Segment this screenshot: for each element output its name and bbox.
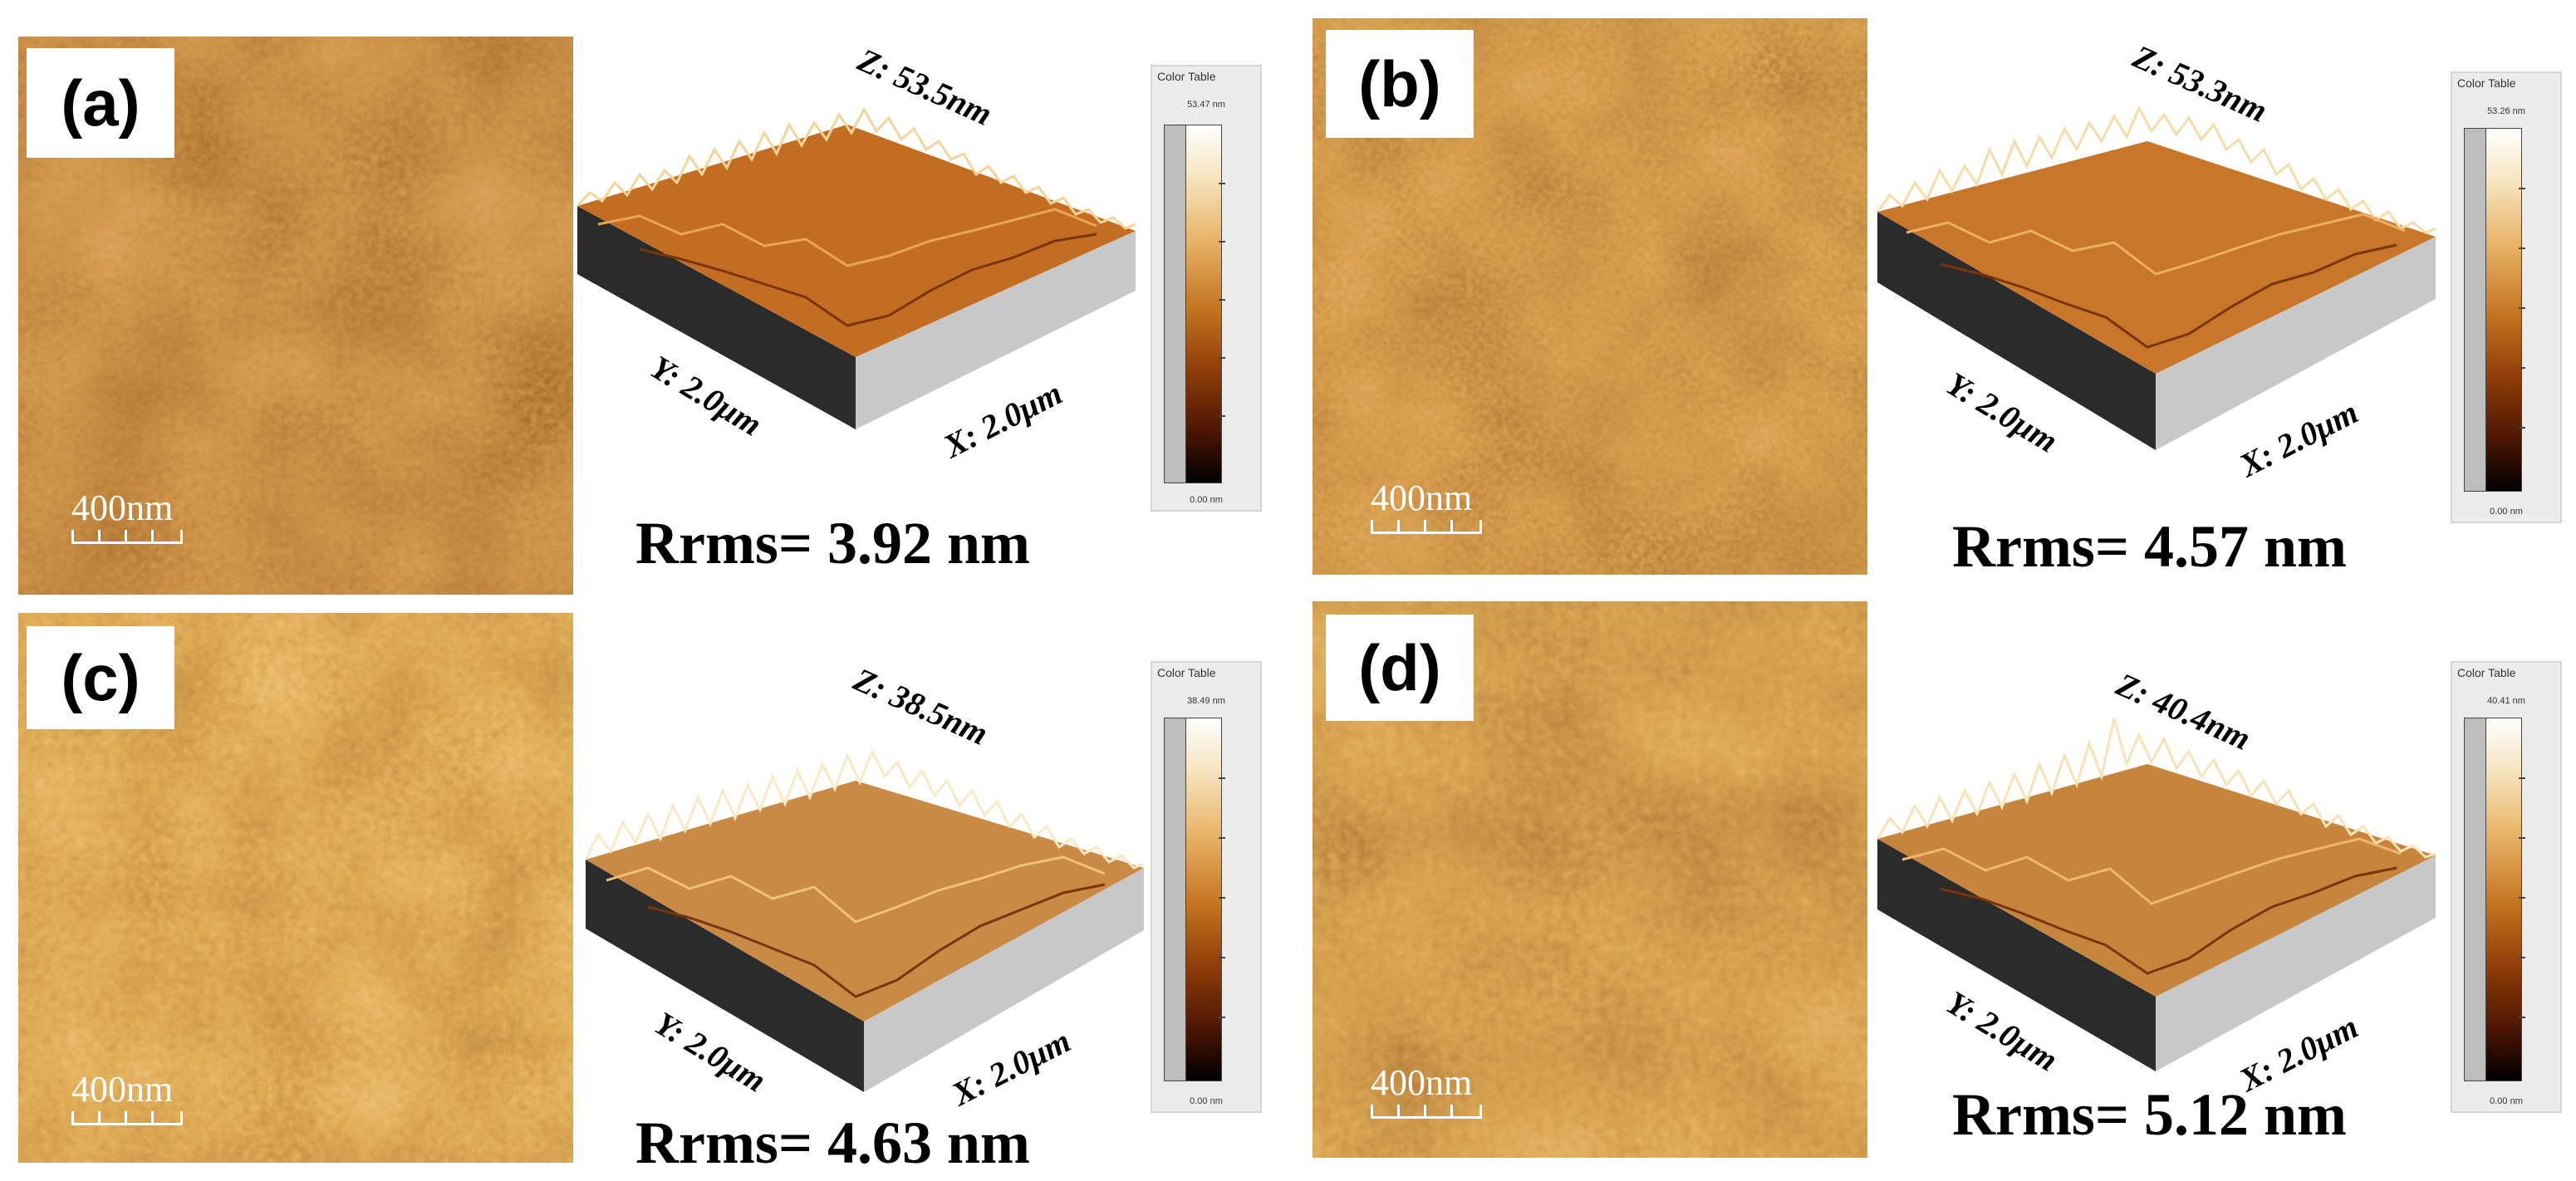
scale-bar-line	[1371, 520, 1482, 534]
color-table-title: Color Table	[2457, 76, 2516, 90]
surface-left-wall	[1877, 212, 2156, 450]
color-table-gray-strip	[2464, 128, 2487, 492]
scale-bar-c: 400nm	[71, 1071, 183, 1125]
surface-left-wall	[586, 860, 864, 1092]
z-axis-label: Z: 53.5nm	[851, 41, 998, 133]
scale-bar-b: 400nm	[1371, 480, 1482, 534]
color-table-min: 0.00 nm	[1190, 495, 1223, 505]
scale-bar-d: 400nm	[1371, 1065, 1482, 1119]
z-axis-label: Z: 40.4nm	[2110, 665, 2256, 757]
color-table-min: 0.00 nm	[2490, 507, 2523, 517]
surface-texture-line-1	[597, 208, 1097, 267]
scale-bar-line	[1371, 1105, 1482, 1119]
surface-right-wall	[864, 868, 1144, 1092]
panel-letter-a: (a)	[27, 48, 174, 158]
color-table-gradient	[1185, 718, 1222, 1081]
color-table-c: Color Table 38.49 nm 0.00 nm	[1151, 661, 1262, 1113]
scale-bar-line	[71, 1111, 183, 1125]
surface-left-wall	[1877, 839, 2156, 1071]
surface-3d-plot-b: Z: 53.3nm Y: 2.0μm X: 2.0μm	[1876, 37, 2436, 485]
surface-right-wall	[856, 231, 1136, 429]
surface-texture-line-1	[1906, 213, 2406, 276]
color-table-gradient	[1185, 125, 1222, 483]
color-table-gray-strip	[2464, 718, 2487, 1081]
surface-top	[577, 125, 1136, 357]
scale-bar-a: 400nm	[71, 490, 183, 544]
surface-top	[586, 781, 1144, 1022]
surface-peaks	[584, 748, 1145, 870]
surface-top	[1877, 141, 2436, 374]
color-table-gray-strip	[1164, 718, 1187, 1081]
rrms-value-c: Rrms= 4.63 nm	[635, 1110, 1030, 1176]
color-table-title: Color Table	[1157, 666, 1216, 679]
color-table-max: 38.49 nm	[1187, 696, 1225, 706]
color-table-d: Color Table 40.41 nm 0.00 nm	[2451, 661, 2562, 1113]
color-table-gray-strip	[1164, 125, 1187, 483]
surface-texture-line-1	[1901, 837, 2402, 905]
surface-3d-d: Z: 40.4nm Y: 2.0μm X: 2.0μm	[1873, 640, 2455, 1113]
rrms-value-a: Rrms= 3.92 nm	[635, 510, 1030, 576]
surface-top	[1877, 764, 2436, 997]
color-table-gradient	[2485, 128, 2522, 492]
surface-peaks	[576, 106, 1136, 230]
surface-texture-line-1	[606, 855, 1106, 924]
surface-texture-line-2	[1939, 243, 2397, 349]
color-table-min: 0.00 nm	[2490, 1096, 2523, 1106]
scale-bar-line	[71, 530, 183, 544]
color-table-title: Color Table	[1157, 70, 1216, 83]
panel-letter-c: (c)	[27, 626, 174, 729]
rrms-value-d: Rrms= 5.12 nm	[1952, 1081, 2347, 1148]
panel-letter-b: (b)	[1326, 30, 1474, 138]
rrms-value-b: Rrms= 4.57 nm	[1952, 513, 2347, 580]
surface-3d-c: Z: 38.5nm Y: 2.0μm X: 2.0μm	[581, 640, 1163, 1114]
surface-right-wall	[2156, 237, 2436, 450]
surface-texture-line-2	[647, 883, 1106, 998]
surface-3d-plot-a: Z: 53.5nm Y: 2.0μm X: 2.0μm	[576, 41, 1136, 466]
surface-texture-line-2	[1939, 866, 2397, 975]
scale-bar-label: 400nm	[1371, 1062, 1473, 1103]
z-axis-label: Z: 53.3nm	[2127, 37, 2273, 130]
z-axis-label: Z: 38.5nm	[847, 660, 994, 752]
surface-peaks	[1876, 105, 2436, 234]
surface-3d-plot-d: Z: 40.4nm Y: 2.0μm X: 2.0μm	[1876, 665, 2436, 1100]
x-axis-label: X: 2.0μm	[936, 374, 1068, 466]
x-axis-label: X: 2.0μm	[2232, 393, 2364, 485]
color-table-max: 40.41 nm	[2487, 696, 2525, 706]
surface-texture-line-2	[639, 233, 1097, 327]
color-table-max: 53.47 nm	[1187, 100, 1225, 110]
scale-bar-label: 400nm	[71, 488, 174, 528]
surface-right-wall	[2156, 855, 2436, 1071]
color-table-a: Color Table 53.47 nm 0.00 nm	[1151, 65, 1262, 512]
color-table-gradient	[2485, 718, 2522, 1081]
surface-3d-b: Z: 53.3nm Y: 2.0μm X: 2.0μm	[1873, 25, 2455, 498]
color-table-max: 53.26 nm	[2487, 106, 2525, 116]
panel-letter-d: (d)	[1326, 615, 1474, 721]
surface-3d-plot-c: Z: 38.5nm Y: 2.0μm X: 2.0μm	[584, 660, 1145, 1114]
color-table-title: Color Table	[2457, 666, 2516, 679]
surface-3d-a: Z: 53.5nm Y: 2.0μm X: 2.0μm	[573, 17, 1155, 490]
surface-peaks	[1876, 718, 2436, 859]
scale-bar-label: 400nm	[1371, 478, 1473, 518]
scale-bar-label: 400nm	[71, 1069, 174, 1110]
color-table-min: 0.00 nm	[1190, 1096, 1223, 1106]
color-table-b: Color Table 53.26 nm 0.00 nm	[2451, 71, 2562, 523]
surface-left-wall	[577, 206, 856, 429]
x-axis-label: X: 2.0μm	[945, 1022, 1077, 1114]
